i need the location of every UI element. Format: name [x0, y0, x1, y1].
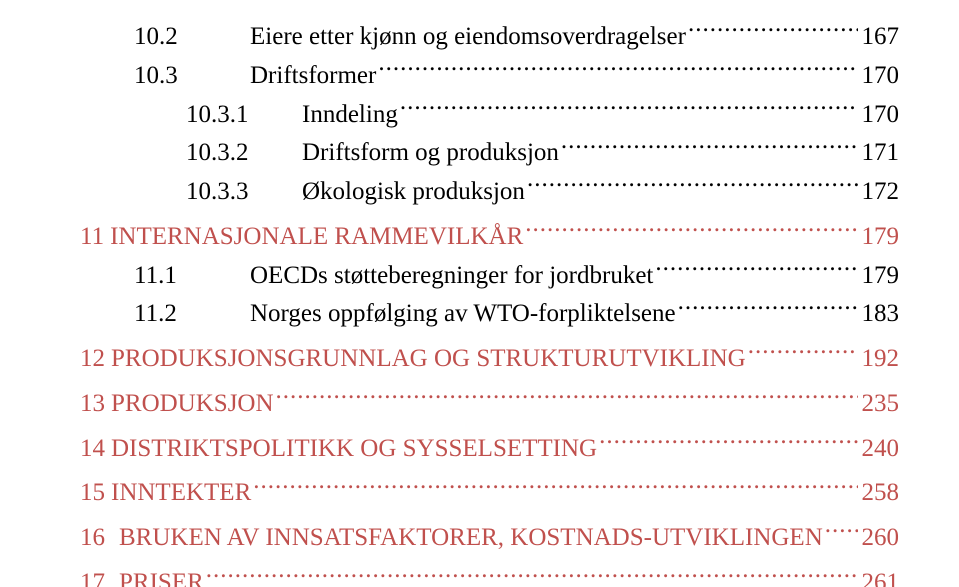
toc-entry: 11.2Norges oppfølging av WTO-forpliktels…	[80, 295, 899, 334]
toc-entry-page: 170	[860, 96, 900, 135]
toc-leader-dots	[525, 219, 857, 244]
toc-entry-number: 13	[80, 385, 111, 424]
toc-entry: 15INNTEKTER 258	[80, 474, 899, 513]
toc-entry-title: Driftsform og produksjon	[302, 134, 559, 173]
toc-entry-page: 167	[860, 18, 900, 57]
toc-leader-dots	[599, 431, 857, 456]
toc-entry: 11INTERNASJONALE RAMMEVILKÅR 179	[80, 218, 899, 257]
toc-entry-title: PRODUKSJON	[111, 385, 274, 424]
toc-entry-page: 192	[860, 340, 900, 379]
toc-entry: 14DISTRIKTSPOLITIKK OG SYSSELSETTING 240	[80, 430, 899, 469]
toc-entry-page: 240	[860, 430, 900, 469]
toc-leader-dots	[378, 58, 857, 83]
toc-entry-title: Økologisk produksjon	[302, 173, 525, 212]
toc-leader-dots	[253, 475, 857, 500]
toc-entry-number: 11.2	[134, 295, 250, 334]
toc-leader-dots	[206, 565, 858, 587]
toc-entry-number: 15	[80, 474, 111, 513]
toc-leader-dots	[678, 296, 858, 321]
toc-leader-dots	[748, 341, 858, 366]
toc-entry: 13PRODUKSJON 235	[80, 385, 899, 424]
toc-leader-dots	[276, 386, 858, 411]
toc-entry-page: 179	[860, 257, 900, 296]
toc-entry-title: INNTEKTER	[111, 474, 251, 513]
toc-entry: 17PRISER 261	[80, 564, 899, 587]
toc-entry: 10.3.3Økologisk produksjon 172	[80, 173, 899, 212]
toc-entry-title: DISTRIKTSPOLITIKK OG SYSSELSETTING	[111, 430, 597, 469]
toc-leader-dots	[688, 19, 858, 44]
toc-leader-dots	[655, 258, 857, 283]
toc-entry-title: Norges oppfølging av WTO-forpliktelsene	[250, 295, 676, 334]
toc-entry-number: 12	[80, 340, 111, 379]
toc-entry: 11.1OECDs støtteberegninger for jordbruk…	[80, 257, 899, 296]
toc-entry-number: 10.3	[134, 57, 250, 96]
toc-leader-dots	[561, 135, 858, 160]
toc-entry-page: 235	[860, 385, 900, 424]
toc-entry-page: 170	[860, 57, 900, 96]
toc-leader-dots	[825, 520, 858, 545]
toc-leader-dots	[527, 174, 858, 199]
toc-entry-page: 261	[860, 564, 900, 587]
toc-entry-title: PRODUKSJONSGRUNNLAG OG STRUKTURUTVIKLING	[111, 340, 746, 379]
toc-entry-number: 10.2	[134, 18, 250, 57]
toc-entry-title: Inndeling	[302, 96, 398, 135]
toc-entry-page: 171	[860, 134, 900, 173]
toc-entry-page: 183	[860, 295, 900, 334]
toc-entry-title: BRUKEN AV INNSATSFAKTORER, KOSTNADS-UTVI…	[119, 519, 823, 558]
toc-entry: 10.3.1Inndeling 170	[80, 96, 899, 135]
toc-entry: 10.2Eiere etter kjønn og eiendomsoverdra…	[80, 18, 899, 57]
toc-entry: 12PRODUKSJONSGRUNNLAG OG STRUKTURUTVIKLI…	[80, 340, 899, 379]
toc-entry-number: 14	[80, 430, 111, 469]
toc-entry: 16BRUKEN AV INNSATSFAKTORER, KOSTNADS-UT…	[80, 519, 899, 558]
toc-entry-number: 10.3.1	[186, 96, 302, 135]
toc-entry-title: OECDs støtteberegninger for jordbruket	[250, 257, 653, 296]
toc-entry: 10.3.2Driftsform og produksjon 171	[80, 134, 899, 173]
toc-leader-dots	[400, 97, 858, 122]
toc-entry-number: 10.3.3	[186, 173, 302, 212]
toc-entry-number: 16	[80, 519, 119, 558]
toc-entry-number: 11	[80, 218, 110, 257]
toc-entry-page: 172	[860, 173, 900, 212]
toc-entry-title: INTERNASJONALE RAMMEVILKÅR	[110, 218, 523, 257]
toc-entry-number: 10.3.2	[186, 134, 302, 173]
toc-entry: 10.3Driftsformer 170	[80, 57, 899, 96]
toc-entry-title: Eiere etter kjønn og eiendomsoverdragels…	[250, 18, 686, 57]
toc-page: 10.2Eiere etter kjønn og eiendomsoverdra…	[0, 0, 959, 587]
toc-entry-number: 11.1	[134, 257, 250, 296]
toc-entry-page: 258	[860, 474, 900, 513]
toc-entry-title: Driftsformer	[250, 57, 376, 96]
toc-entry-page: 260	[860, 519, 900, 558]
toc-entry-number: 17	[80, 564, 119, 587]
toc-entry-page: 179	[860, 218, 900, 257]
toc-entry-title: PRISER	[119, 564, 204, 587]
